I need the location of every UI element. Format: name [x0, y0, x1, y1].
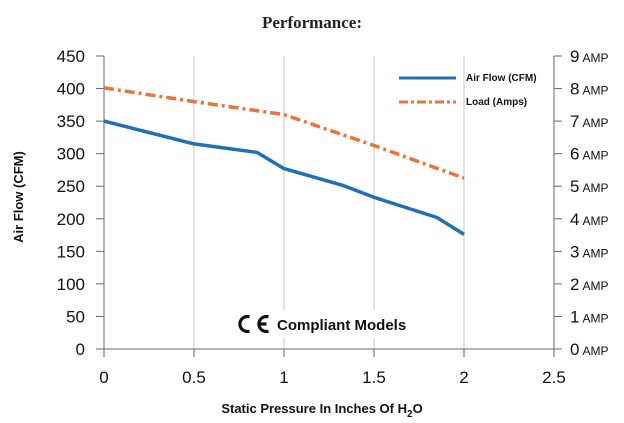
x-axis-label-subscript: 2 — [407, 409, 413, 420]
x-axis-label: Static Pressure In Inches Of H2O — [221, 401, 422, 420]
y-left-tick-label: 400 — [57, 80, 85, 99]
legend-label-load: Load (Amps) — [466, 97, 527, 108]
x-axis-label-main: Static Pressure In Inches Of H — [221, 401, 407, 416]
y-axis-left-label: Air Flow (CFM) — [11, 151, 26, 243]
axis-layer — [103, 56, 555, 350]
y-left-tick-label: 200 — [57, 210, 85, 229]
x-tick-label: 0.5 — [182, 368, 206, 387]
y-left-tick-label: 450 — [57, 47, 85, 66]
x-axis-label-tail: O — [413, 401, 423, 416]
chart-title: Performance: — [262, 13, 362, 32]
y-left-tick-label: 150 — [57, 242, 85, 261]
y-right-tick-label: 8 AMP — [570, 80, 608, 99]
x-tick-label: 1 — [279, 368, 288, 387]
legend-item-load: Load (Amps) — [399, 97, 527, 108]
series-line-airflow — [103, 119, 465, 236]
y-left-tick-label: 300 — [57, 145, 85, 164]
x-tick-label: 2 — [459, 368, 468, 387]
ce-mark-icon — [238, 314, 269, 334]
legend-label-airflow: Air Flow (CFM) — [466, 73, 537, 84]
y-left-tick-label: 50 — [66, 307, 85, 326]
legend-item-airflow: Air Flow (CFM) — [399, 73, 537, 84]
x-tick-label: 0 — [99, 368, 108, 387]
y-right-tick-label: 7 AMP — [570, 112, 608, 131]
annotation-text: Compliant Models — [277, 317, 406, 334]
y-left-tick-label: 250 — [57, 177, 85, 196]
ce-compliance-annotation: Compliant Models — [230, 310, 420, 338]
x-tick-label: 1.5 — [362, 368, 386, 387]
y-right-tick-label: 2 AMP — [570, 275, 608, 294]
y-right-tick-label: 6 AMP — [570, 145, 608, 164]
y-right-tick-label: 0 AMP — [570, 340, 608, 359]
y-right-tick-label: 3 AMP — [570, 242, 608, 261]
series-line-load — [103, 86, 465, 180]
y-left-tick-label: 0 — [76, 340, 85, 359]
y-left-tick-label: 100 — [57, 275, 85, 294]
y-right-tick-label: 9 AMP — [570, 47, 608, 66]
tick-layer: 0 50 100 150 200 250 300 350 400 450 0 AMP 1 AMP 2 AMP 3… — [57, 47, 609, 387]
y-right-tick-label: 4 AMP — [570, 210, 608, 229]
y-right-tick-label: 5 AMP — [570, 177, 608, 196]
y-right-tick-label: 1 AMP — [570, 307, 608, 326]
x-tick-label: 2.5 — [542, 368, 566, 387]
legend: Air Flow (CFM) Load (Amps) — [399, 73, 537, 108]
series-layer — [103, 86, 465, 236]
y-left-tick-label: 350 — [57, 112, 85, 131]
